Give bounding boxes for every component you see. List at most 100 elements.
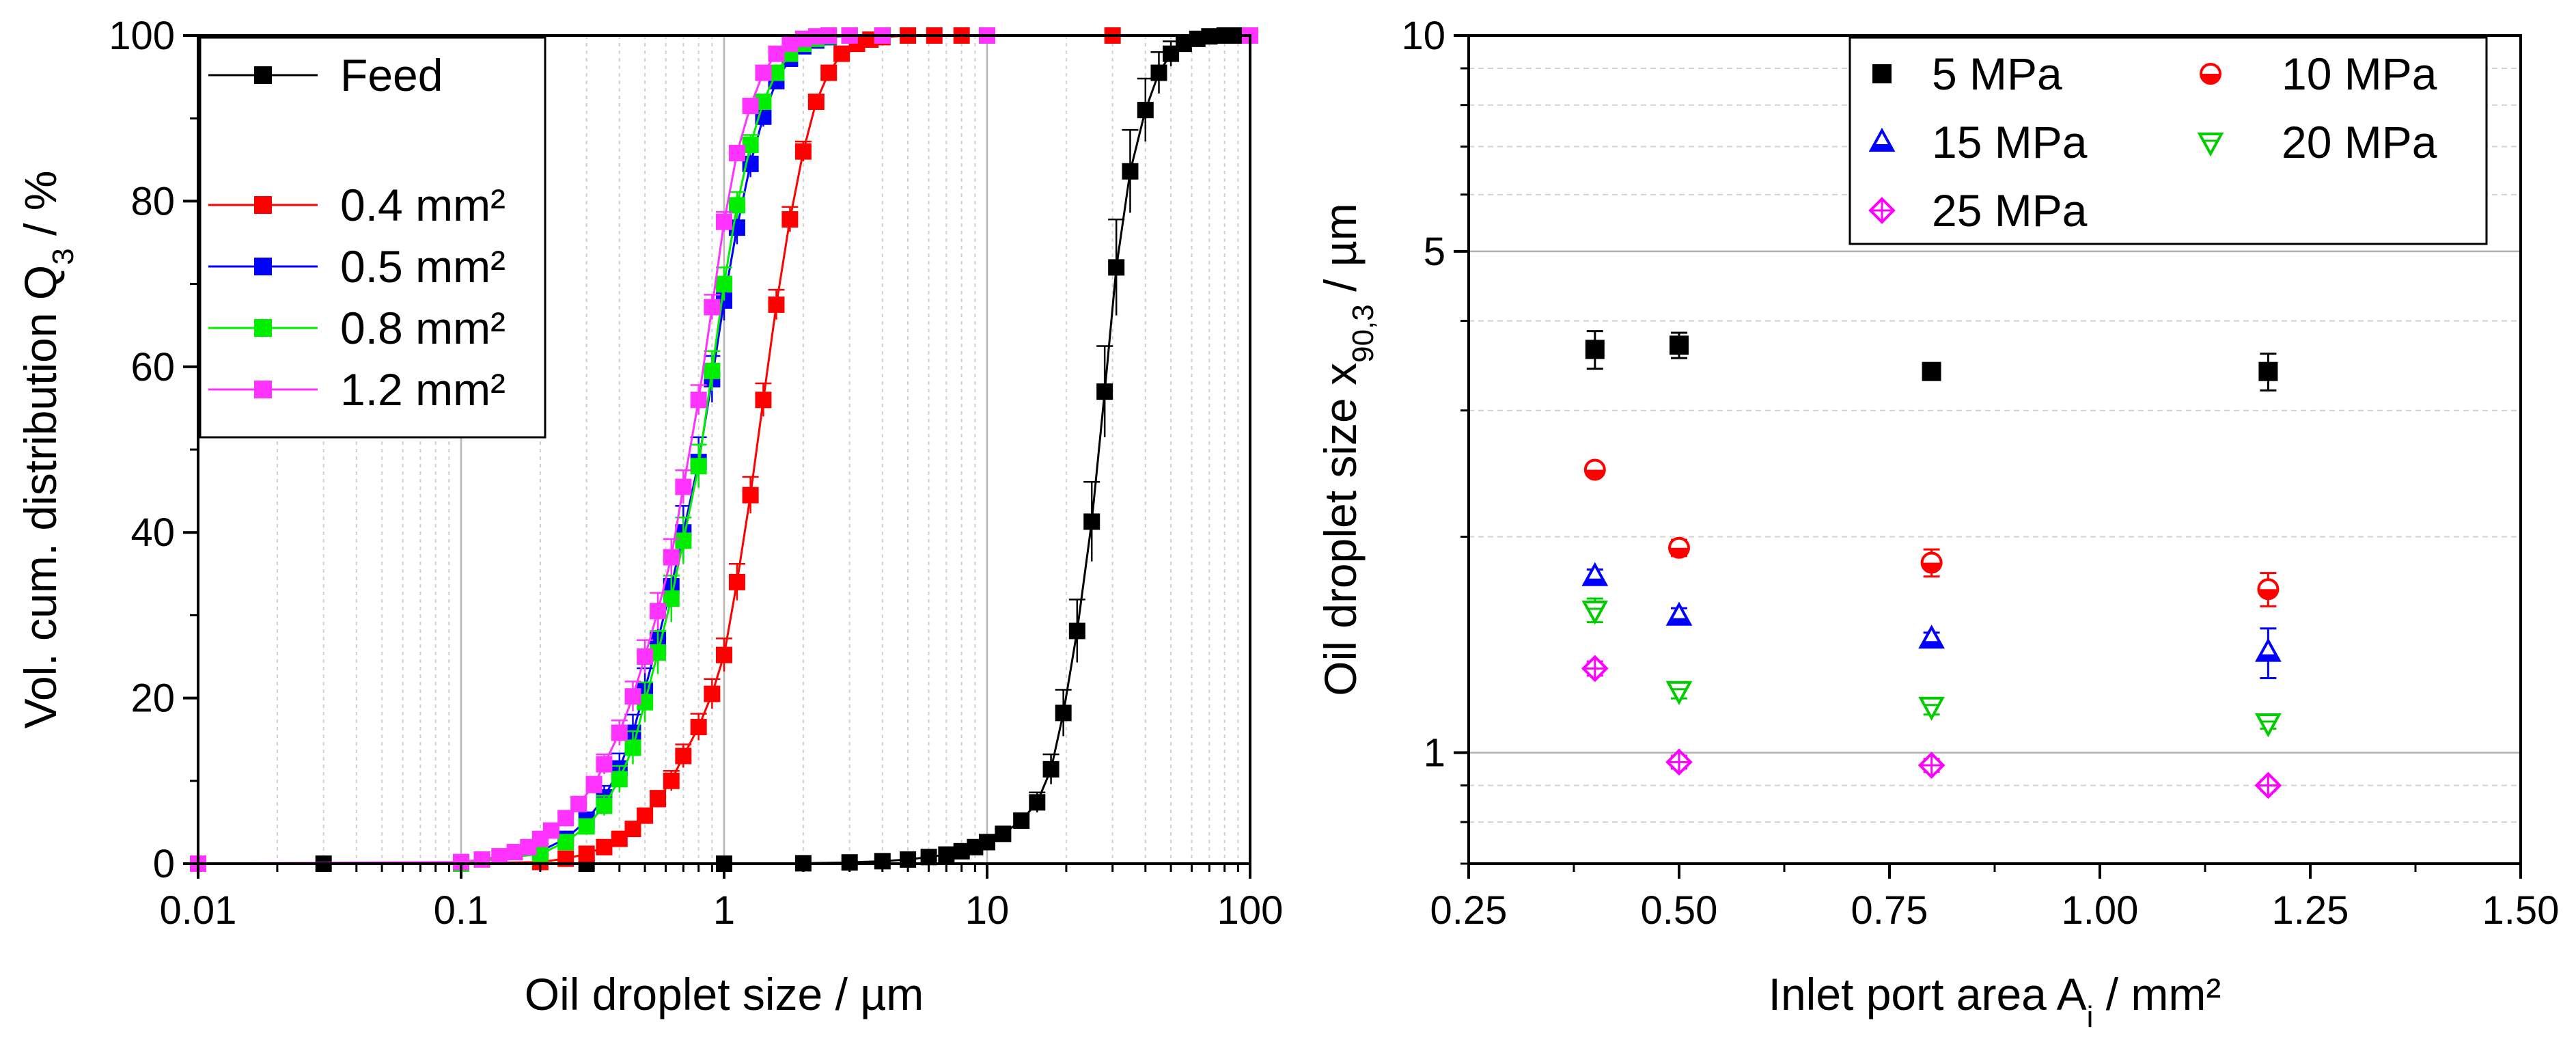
y-tick-label: 0	[153, 842, 175, 886]
legend-marker	[1872, 64, 1892, 83]
data-point	[833, 45, 850, 62]
legend-marker	[254, 196, 272, 214]
legend-label: 20 MPa	[2282, 117, 2437, 167]
x-tick-label: 100	[1217, 888, 1284, 933]
data-point	[728, 197, 745, 214]
legend-box	[1848, 36, 2488, 245]
x-tick-label: 0.75	[1851, 888, 1928, 933]
data-point	[781, 211, 799, 228]
legend-marker-fill	[2201, 74, 2220, 83]
y-tick-label: 80	[130, 179, 175, 223]
left-chart-legend: Feed 0.4 mm² 0.5 mm² 0.8 mm² 1.2 mm²	[199, 36, 546, 439]
y-tick-label: 60	[130, 345, 175, 389]
data-point	[596, 797, 613, 814]
series-5-mpa	[1585, 330, 2278, 392]
series-10-mpa	[1583, 458, 2280, 607]
data-point	[542, 822, 559, 839]
data-point	[979, 834, 995, 851]
y-tick-label: 40	[130, 510, 175, 555]
series-0-4-mm-	[190, 27, 1258, 872]
data-point	[675, 478, 692, 495]
y-tick-label: 20	[130, 676, 175, 721]
data-point	[611, 771, 628, 788]
data-point	[716, 275, 732, 292]
right-chart: 1 5 10 0.25 0.50 0.75 1.00 1.25 1.50 5 MPa 10 MPa…	[1315, 14, 2559, 1034]
data-point	[807, 93, 825, 110]
data-point	[637, 807, 654, 824]
data-point	[650, 791, 667, 808]
legend-marker	[2197, 133, 2224, 157]
data-point	[755, 392, 772, 409]
data-point	[755, 64, 772, 81]
x-tick-label: 1.25	[2272, 888, 2349, 933]
legend-marker	[254, 258, 272, 275]
x-tick-label: 1	[713, 888, 735, 933]
data-point	[570, 795, 587, 812]
series-25-mpa	[1581, 655, 2282, 799]
legend-box	[199, 36, 546, 439]
data-point	[1665, 681, 1693, 705]
legend-label: 0.4 mm²	[340, 180, 505, 230]
data-point	[578, 845, 595, 862]
data-point	[794, 143, 812, 160]
right-chart-legend: 5 MPa 10 MPa 15 MPa 20 MPa 25 MPa	[1848, 36, 2488, 245]
y-tick-label: 1	[1424, 730, 1445, 775]
data-point	[663, 549, 680, 566]
x-tick-label: 0.1	[434, 888, 489, 933]
data-point-fill	[1585, 469, 1605, 480]
data-point-fill	[1583, 578, 1606, 585]
data-point	[768, 296, 785, 313]
data-point	[781, 36, 799, 53]
data-point	[596, 756, 613, 773]
data-point	[704, 685, 721, 702]
left-chart-y-axis-title: Vol. cum. distribution Q3 / %	[15, 171, 80, 729]
data-point	[1670, 335, 1689, 355]
data-point	[650, 603, 667, 620]
data-point	[716, 646, 732, 663]
data-point	[995, 825, 1012, 842]
right-chart-x-axis-title: Inlet port area Ai / mm²	[1769, 969, 2221, 1034]
data-point-fill	[1670, 547, 1689, 558]
data-point	[742, 98, 759, 115]
data-point-fill	[1668, 618, 1690, 625]
data-point-fill	[2257, 654, 2280, 661]
data-point	[742, 486, 759, 504]
legend-label: 15 MPa	[1932, 117, 2088, 167]
data-point	[1918, 696, 1945, 721]
data-point	[1922, 361, 1941, 381]
data-point	[1581, 600, 1609, 625]
x-tick-label: 1.50	[2482, 888, 2560, 933]
data-point-fill	[1920, 641, 1943, 648]
left-chart-x-axis-title: Oil droplet size / µm	[525, 969, 924, 1019]
data-point	[1122, 163, 1139, 180]
data-point	[820, 64, 837, 81]
data-point	[675, 532, 692, 549]
data-point-fill	[1922, 562, 1941, 573]
legend-marker	[254, 66, 272, 84]
data-point	[704, 299, 721, 316]
data-point	[1176, 36, 1193, 53]
data-point	[728, 573, 745, 590]
data-point	[1150, 64, 1167, 81]
series-20-mpa	[1581, 597, 2282, 738]
data-point	[1083, 513, 1100, 530]
x-tick-label: 0.01	[160, 888, 237, 933]
x-tick-label: 1.00	[2062, 888, 2139, 933]
right-chart-ticks: 1 5 10 0.25 0.50 0.75 1.00 1.25 1.50	[1401, 14, 2559, 933]
x-tick-label: 0.50	[1641, 888, 1718, 933]
y-tick-label: 5	[1424, 230, 1445, 274]
data-point	[1042, 760, 1060, 778]
right-chart-y-axis-title: Oil droplet size x90,3 / µm	[1315, 203, 1380, 696]
data-point	[611, 724, 628, 741]
legend-label: Feed	[340, 50, 443, 100]
data-point	[716, 213, 732, 230]
legend-label: 0.8 mm²	[340, 303, 505, 353]
left-chart-ticks: 0.01 0.1 1 10 100 0 20 40 60 80 100	[109, 14, 1283, 933]
data-point	[728, 145, 745, 162]
legend-label: 0.5 mm²	[340, 241, 505, 292]
data-point	[624, 739, 641, 756]
data-point	[663, 772, 680, 789]
data-point	[637, 648, 654, 665]
data-point	[491, 848, 508, 865]
